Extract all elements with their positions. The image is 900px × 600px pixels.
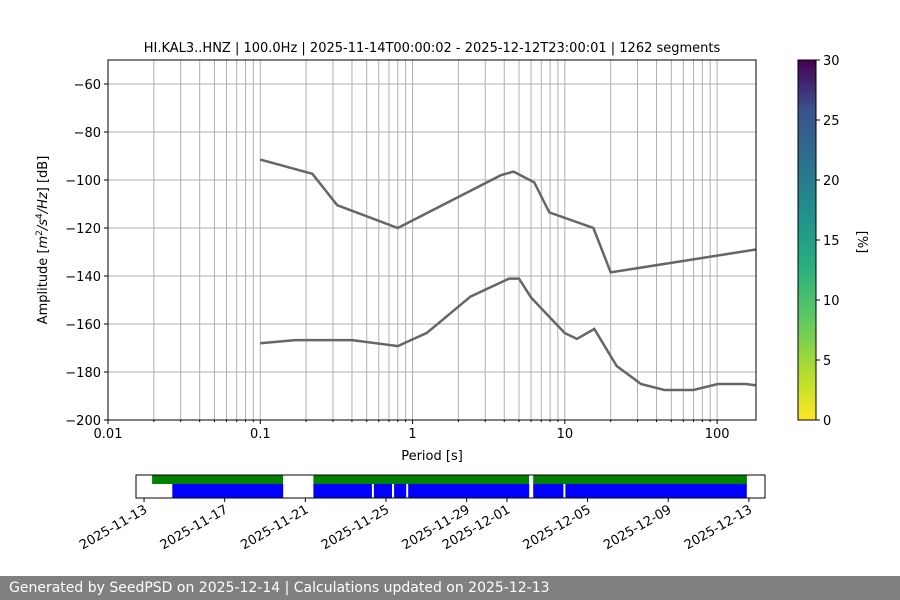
x-tick-label: 1 (408, 427, 416, 442)
date-tick-label: 2025-11-25 (319, 502, 392, 553)
availability-bar-psd (373, 484, 392, 498)
series-line-nlnm (260, 277, 756, 392)
availability-bar-data (152, 475, 284, 484)
grid-lines (108, 60, 756, 421)
colorbar-gradient (797, 59, 817, 421)
noise-model-lines (259, 158, 756, 392)
availability-chart: 2025-11-13 2025-11-17 2025-11-21 2025-11-25… (77, 474, 766, 553)
y-tick-label: −160 (65, 318, 101, 333)
chart-title: HI.KAL3..HNZ | 100.0Hz | 2025-11-14T00:0… (144, 41, 721, 56)
colorbar-tick-label: 0 (823, 414, 831, 429)
colorbar-tick-label: 15 (823, 234, 840, 249)
colorbar-label: [%] (854, 231, 869, 254)
availability-bar-psd (408, 484, 530, 498)
y-tick-label: −200 (65, 414, 101, 429)
colorbar-tick-label: 5 (823, 354, 831, 369)
y-tick-label: −60 (74, 78, 101, 93)
y-tick-label: −120 (65, 222, 101, 237)
availability-bar-data (533, 475, 747, 484)
x-axis-label: Period [s] (401, 449, 463, 464)
x-tick-label: 0.1 (250, 427, 271, 442)
x-tick-label: 10 (557, 427, 574, 442)
date-tick-label: 2025-11-21 (238, 502, 311, 553)
availability-bar-data (313, 475, 530, 484)
y-tick-label: −180 (65, 366, 101, 381)
colorbar-tick-label: 30 (823, 54, 840, 69)
psd-figure: 0.01 0.1 1 10 100−60−80−100−120−140−160−180−… (35, 41, 869, 553)
date-tick-label: 2025-12-05 (521, 502, 594, 553)
colorbar: 0 5 10 15 20 25 30 (797, 54, 840, 429)
date-tick-label: 2025-11-17 (158, 502, 231, 553)
y-tick-label: −100 (65, 174, 101, 189)
y-axis-label: Amplitude [m2/s4/Hz] [dB] (35, 156, 51, 325)
availability-bar-psd (565, 484, 747, 498)
date-tick-label: 2025-12-13 (682, 502, 755, 553)
x-tick-label: 100 (705, 427, 730, 442)
availability-bar-psd (172, 484, 284, 498)
date-tick-label: 2025-11-13 (77, 502, 150, 553)
availability-bar-psd (313, 484, 372, 498)
axes: 0.01 0.1 1 10 100 −60 −80 −100 −120 −140 −160 −180 −… (65, 78, 729, 442)
availability-bar-psd (533, 484, 564, 498)
x-tick-label: 0.01 (94, 427, 123, 442)
y-tick-label: −140 (65, 270, 101, 285)
plot-frame (107, 59, 757, 421)
colorbar-tick-label: 20 (823, 174, 840, 189)
footer-text: Generated by SeedPSD on 2025-12-14 | Cal… (0, 576, 900, 600)
y-tick-label: −80 (74, 126, 101, 141)
colorbar-tick-label: 25 (823, 114, 840, 129)
date-tick-label: 2025-12-09 (601, 502, 674, 553)
availability-bar-psd (394, 484, 407, 498)
series-line-nhnm (259, 158, 756, 274)
colorbar-tick-label: 10 (823, 294, 840, 309)
